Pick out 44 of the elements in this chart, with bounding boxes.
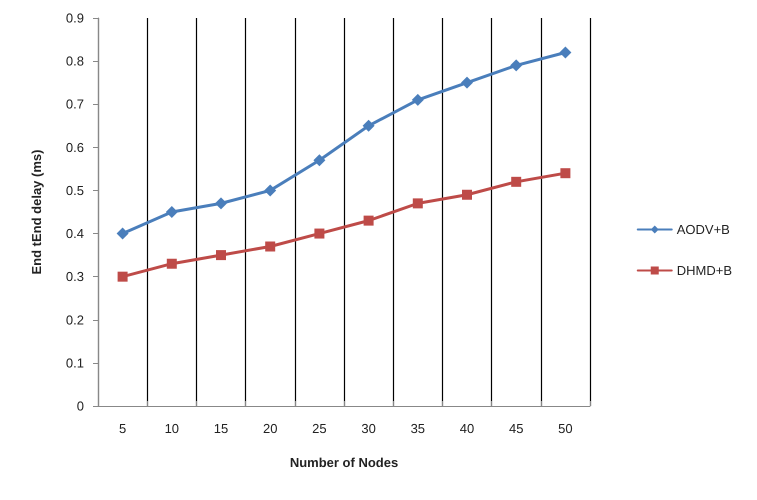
point: [166, 206, 178, 218]
legend-label: DHMD+B: [676, 263, 732, 278]
y-axis-title: End tEnd delay (ms): [29, 150, 44, 274]
y-tick-label: 0.4: [66, 226, 84, 242]
y-tick-label: 0.2: [66, 312, 84, 328]
point: [264, 184, 276, 196]
point: [265, 241, 276, 252]
x-tick-label: 40: [460, 421, 474, 436]
point: [461, 76, 473, 89]
x-tick-label: 45: [508, 421, 524, 436]
point: [314, 228, 324, 239]
x-tick-label: 50: [558, 421, 573, 436]
point: [166, 258, 177, 269]
point: [116, 228, 129, 240]
point: [511, 176, 522, 187]
point: [560, 168, 570, 178]
point: [364, 216, 374, 226]
point: [412, 198, 423, 208]
point: [412, 94, 424, 106]
y-tick-label: 0: [76, 398, 84, 414]
x-tick-label: 15: [214, 421, 228, 436]
point: [559, 46, 572, 58]
x-tick-label: 35: [410, 421, 426, 436]
point: [362, 120, 375, 132]
x-tick-label: 25: [312, 421, 327, 436]
y-tick-label: 0.9: [66, 10, 84, 26]
y-tick-label: 0.1: [66, 355, 84, 370]
x-axis-title: Number of Nodes: [290, 455, 398, 470]
point: [462, 190, 472, 200]
x-tick-label: 30: [361, 421, 376, 436]
y-tick-label: 0.3: [66, 269, 84, 284]
x-tick-label: 20: [262, 421, 278, 436]
point: [313, 154, 326, 166]
x-tick-label: 10: [164, 421, 180, 436]
x-tick-label: 5: [118, 421, 126, 436]
y-tick-label: 0.7: [66, 96, 84, 112]
point: [215, 197, 227, 210]
y-tick-label: 0.6: [66, 140, 84, 155]
y-tick-label: 0.5: [66, 182, 84, 198]
legend-label: AODV+B: [676, 222, 730, 237]
point: [510, 59, 522, 72]
point: [216, 250, 226, 260]
y-tick-label: 0.8: [66, 54, 84, 69]
point: [118, 272, 128, 282]
